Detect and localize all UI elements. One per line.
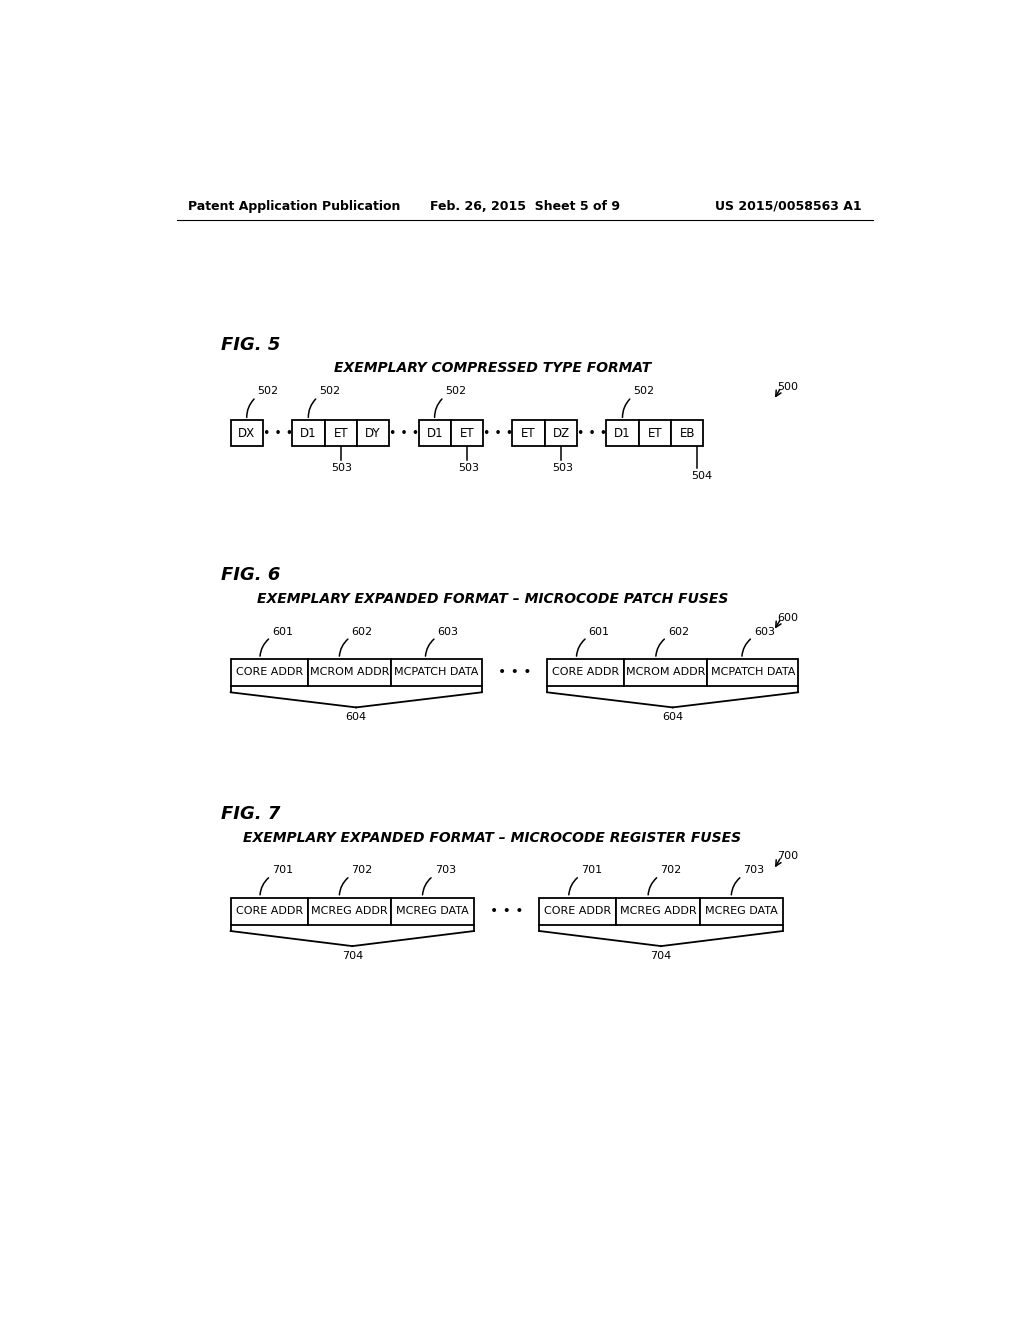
Bar [547, 659, 625, 686]
Bar [606, 420, 639, 446]
Bar [357, 420, 389, 446]
Text: ET: ET [647, 426, 663, 440]
Text: 604: 604 [346, 711, 367, 722]
Text: • • •: • • • [262, 426, 293, 440]
Text: FIG. 5: FIG. 5 [221, 335, 281, 354]
Text: EXEMPLARY EXPANDED FORMAT – MICROCODE PATCH FUSES: EXEMPLARY EXPANDED FORMAT – MICROCODE PA… [257, 591, 728, 606]
Text: 602: 602 [668, 627, 689, 636]
Text: MCREG ADDR: MCREG ADDR [311, 906, 387, 916]
Bar [391, 898, 474, 924]
Text: FIG. 7: FIG. 7 [221, 805, 281, 824]
Text: 502: 502 [634, 387, 654, 396]
Bar [391, 659, 481, 686]
Text: 502: 502 [445, 387, 467, 396]
Text: CORE ADDR: CORE ADDR [545, 906, 611, 916]
Text: • • •: • • • [498, 665, 531, 680]
Text: 704: 704 [650, 950, 672, 961]
Text: 703: 703 [435, 866, 456, 875]
Bar [325, 420, 357, 446]
Bar [708, 659, 798, 686]
Text: Feb. 26, 2015  Sheet 5 of 9: Feb. 26, 2015 Sheet 5 of 9 [430, 199, 620, 213]
Bar [230, 420, 263, 446]
Text: ET: ET [334, 426, 348, 440]
Text: 503: 503 [552, 463, 572, 474]
Text: ET: ET [460, 426, 474, 440]
Bar [699, 898, 782, 924]
Text: D1: D1 [300, 426, 316, 440]
Text: 503: 503 [332, 463, 352, 474]
Text: 704: 704 [342, 950, 362, 961]
Bar [230, 659, 307, 686]
Text: MCREG ADDR: MCREG ADDR [620, 906, 696, 916]
Text: MCREG DATA: MCREG DATA [705, 906, 777, 916]
Bar [307, 898, 391, 924]
Text: 703: 703 [743, 866, 765, 875]
Text: 502: 502 [258, 387, 279, 396]
Text: • • •: • • • [482, 426, 513, 440]
Bar [419, 420, 451, 446]
Bar [451, 420, 483, 446]
Text: CORE ADDR: CORE ADDR [552, 668, 620, 677]
Text: D1: D1 [614, 426, 631, 440]
Text: 504: 504 [691, 471, 712, 480]
Bar [540, 898, 616, 924]
Text: DZ: DZ [552, 426, 569, 440]
Bar [545, 420, 578, 446]
Text: EXEMPLARY COMPRESSED TYPE FORMAT: EXEMPLARY COMPRESSED TYPE FORMAT [334, 360, 651, 375]
Bar [671, 420, 703, 446]
Bar [616, 898, 699, 924]
Text: MCPATCH DATA: MCPATCH DATA [711, 668, 795, 677]
Text: 603: 603 [754, 627, 775, 636]
Text: 700: 700 [777, 851, 799, 862]
Text: DY: DY [366, 426, 381, 440]
Text: ET: ET [521, 426, 536, 440]
Text: • • •: • • • [489, 904, 523, 919]
Text: 601: 601 [272, 627, 293, 636]
Text: FIG. 6: FIG. 6 [221, 566, 281, 585]
Text: MCROM ADDR: MCROM ADDR [309, 668, 389, 677]
Text: EB: EB [680, 426, 695, 440]
Text: 601: 601 [589, 627, 609, 636]
Text: D1: D1 [426, 426, 443, 440]
Text: • • •: • • • [389, 426, 419, 440]
Text: • • •: • • • [577, 426, 607, 440]
Text: 602: 602 [351, 627, 373, 636]
Bar [292, 420, 325, 446]
Text: 702: 702 [351, 866, 373, 875]
Bar [307, 659, 391, 686]
Text: Patent Application Publication: Patent Application Publication [188, 199, 400, 213]
Bar [512, 420, 545, 446]
Text: CORE ADDR: CORE ADDR [236, 668, 303, 677]
Text: CORE ADDR: CORE ADDR [236, 906, 303, 916]
Text: 702: 702 [660, 866, 682, 875]
Text: MCROM ADDR: MCROM ADDR [626, 668, 706, 677]
Text: EXEMPLARY EXPANDED FORMAT – MICROCODE REGISTER FUSES: EXEMPLARY EXPANDED FORMAT – MICROCODE RE… [244, 830, 741, 845]
Text: DX: DX [239, 426, 255, 440]
Text: 502: 502 [319, 387, 340, 396]
Text: 503: 503 [458, 463, 479, 474]
Text: 701: 701 [272, 866, 293, 875]
Text: US 2015/0058563 A1: US 2015/0058563 A1 [716, 199, 862, 213]
Text: 600: 600 [777, 612, 799, 623]
Bar [625, 659, 708, 686]
Text: MCREG DATA: MCREG DATA [396, 906, 469, 916]
Text: 603: 603 [437, 627, 459, 636]
Text: MCPATCH DATA: MCPATCH DATA [394, 668, 478, 677]
Text: 604: 604 [663, 711, 683, 722]
Bar [639, 420, 671, 446]
Text: 701: 701 [581, 866, 602, 875]
Text: 500: 500 [777, 381, 799, 392]
Bar [230, 898, 307, 924]
